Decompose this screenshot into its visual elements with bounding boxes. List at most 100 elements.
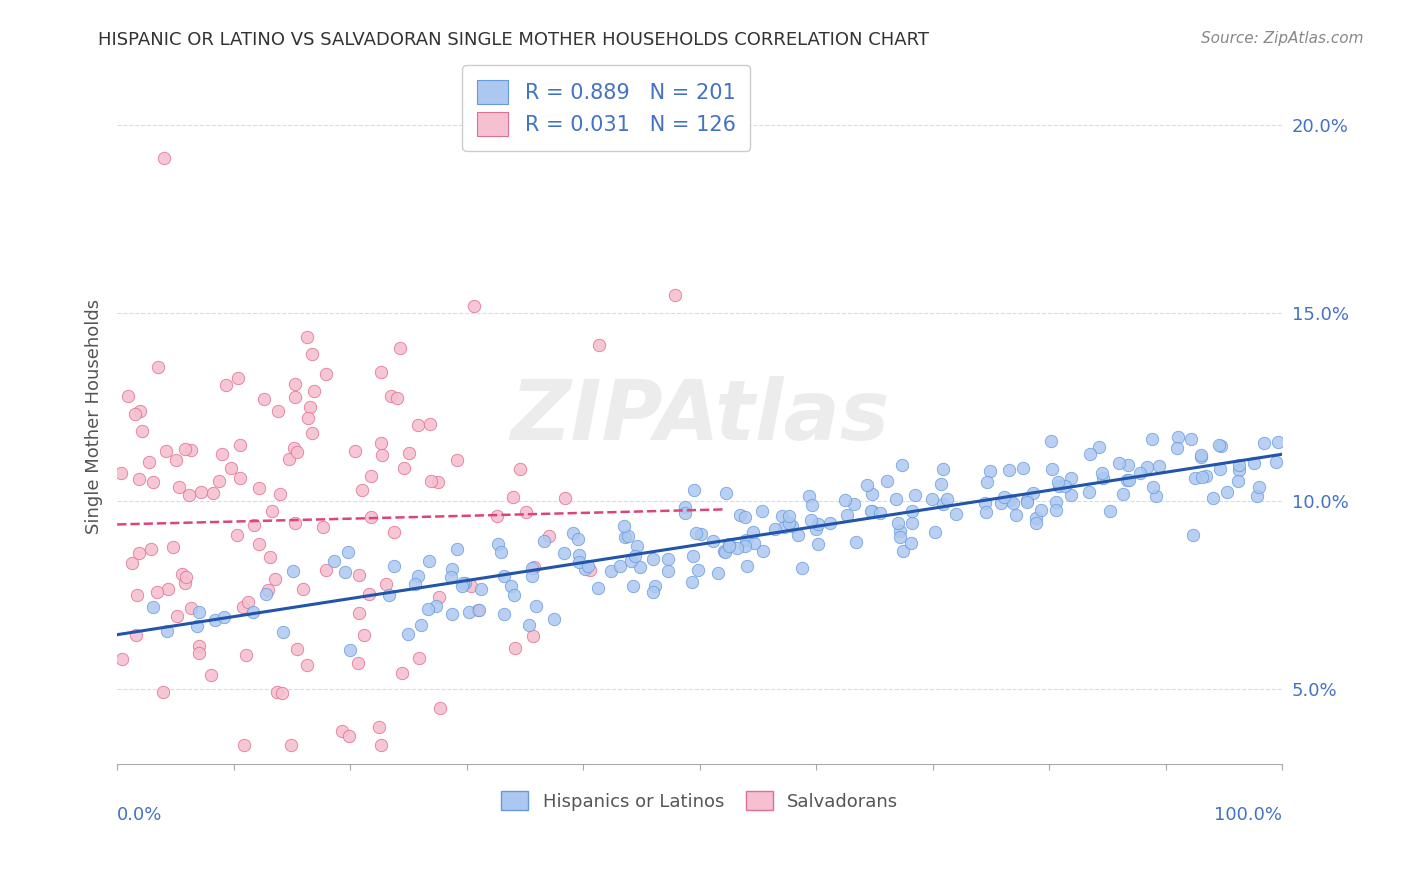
Point xyxy=(440,570,463,584)
Point xyxy=(278,451,301,466)
Point xyxy=(887,516,910,530)
Point xyxy=(609,559,631,574)
Point xyxy=(818,516,841,531)
Point xyxy=(232,739,254,753)
Point xyxy=(463,299,485,313)
Point xyxy=(860,504,883,518)
Point xyxy=(117,389,139,403)
Point xyxy=(271,685,294,699)
Point xyxy=(267,404,290,418)
Point xyxy=(405,577,427,591)
Point xyxy=(1189,448,1212,462)
Point xyxy=(301,346,323,360)
Point xyxy=(621,579,644,593)
Point xyxy=(1191,469,1213,483)
Point xyxy=(128,472,150,486)
Point xyxy=(1025,511,1047,525)
Point xyxy=(974,496,997,510)
Point xyxy=(806,523,828,537)
Point xyxy=(360,468,382,483)
Point xyxy=(1045,503,1067,517)
Point xyxy=(1053,478,1076,492)
Point xyxy=(778,508,800,523)
Point xyxy=(254,587,277,601)
Point xyxy=(1004,508,1026,522)
Point xyxy=(533,534,555,549)
Point xyxy=(1116,458,1139,473)
Point xyxy=(807,537,830,551)
Point xyxy=(993,491,1015,505)
Point xyxy=(869,506,891,520)
Point xyxy=(232,599,254,614)
Point xyxy=(641,552,664,566)
Point xyxy=(751,504,773,518)
Point xyxy=(238,595,260,609)
Point xyxy=(860,487,883,501)
Point xyxy=(1129,466,1152,480)
Point xyxy=(673,506,696,520)
Point xyxy=(520,561,543,575)
Point xyxy=(187,605,209,619)
Point xyxy=(263,572,285,586)
Point xyxy=(568,548,591,562)
Point xyxy=(1012,461,1035,475)
Point xyxy=(780,519,803,533)
Point xyxy=(752,544,775,558)
Point xyxy=(499,579,522,593)
Point xyxy=(186,619,208,633)
Point xyxy=(932,497,955,511)
Point xyxy=(1246,489,1268,503)
Point xyxy=(429,701,451,715)
Point xyxy=(225,528,247,542)
Point xyxy=(576,559,599,574)
Point xyxy=(886,492,908,507)
Point xyxy=(904,487,927,501)
Point xyxy=(441,562,464,576)
Point xyxy=(110,466,132,480)
Point xyxy=(170,567,193,582)
Point xyxy=(628,560,651,574)
Point xyxy=(360,510,382,524)
Point xyxy=(156,582,179,597)
Point xyxy=(416,602,439,616)
Point xyxy=(406,418,429,433)
Point xyxy=(145,584,167,599)
Point xyxy=(901,516,924,530)
Point xyxy=(889,529,911,543)
Point xyxy=(503,641,526,656)
Point xyxy=(281,565,304,579)
Point xyxy=(1181,527,1204,541)
Point xyxy=(1118,473,1140,487)
Point xyxy=(562,526,585,541)
Point xyxy=(371,448,394,462)
Point xyxy=(787,528,810,542)
Point xyxy=(945,507,967,521)
Point xyxy=(229,471,252,485)
Point xyxy=(613,519,636,533)
Point xyxy=(200,667,222,681)
Point xyxy=(425,599,447,614)
Point xyxy=(1184,471,1206,485)
Point xyxy=(451,579,474,593)
Point xyxy=(419,474,441,488)
Point xyxy=(1136,460,1159,475)
Point xyxy=(845,535,868,549)
Point xyxy=(408,650,430,665)
Point xyxy=(588,338,610,352)
Point xyxy=(921,491,943,506)
Point xyxy=(1000,493,1022,508)
Point xyxy=(262,504,284,518)
Point xyxy=(860,504,883,518)
Point xyxy=(734,533,756,548)
Point xyxy=(284,377,307,392)
Point xyxy=(337,730,360,744)
Point xyxy=(124,407,146,421)
Point xyxy=(167,480,190,494)
Point xyxy=(1208,438,1230,452)
Point xyxy=(900,535,922,549)
Point xyxy=(374,576,396,591)
Point xyxy=(190,484,212,499)
Point xyxy=(301,426,323,441)
Point xyxy=(773,519,796,533)
Point xyxy=(1108,456,1130,470)
